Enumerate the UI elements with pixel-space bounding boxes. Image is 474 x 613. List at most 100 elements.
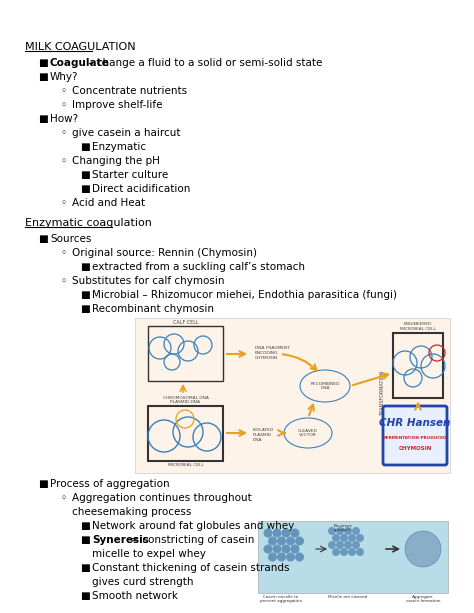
Circle shape (273, 528, 282, 538)
Circle shape (344, 527, 352, 535)
Text: Aggregate
casein formation: Aggregate casein formation (406, 595, 440, 603)
Circle shape (264, 528, 273, 538)
Text: Process of aggregation: Process of aggregation (50, 479, 170, 489)
Text: Changing the pH: Changing the pH (72, 156, 160, 166)
Circle shape (286, 536, 295, 546)
Circle shape (277, 536, 286, 546)
Text: PLASMID DNA: PLASMID DNA (171, 400, 201, 404)
Circle shape (332, 534, 340, 542)
Text: Original source: Rennin (Chymosin): Original source: Rennin (Chymosin) (72, 248, 257, 258)
Text: Microbial – Rhizomucor miehei, Endothia parasitica (fungi): Microbial – Rhizomucor miehei, Endothia … (92, 290, 397, 300)
Text: ◦: ◦ (60, 156, 66, 166)
Text: extracted from a suckling calf’s stomach: extracted from a suckling calf’s stomach (92, 262, 305, 272)
Text: gives curd strength: gives curd strength (92, 577, 193, 587)
Text: ■: ■ (80, 563, 90, 573)
Text: ◦: ◦ (60, 100, 66, 110)
Bar (393, 333, 443, 398)
Text: Micelle are cleaved: Micelle are cleaved (328, 595, 368, 599)
Text: MICROBIAL CELL: MICROBIAL CELL (168, 463, 203, 467)
Circle shape (268, 552, 277, 562)
Circle shape (273, 544, 282, 554)
Circle shape (332, 548, 340, 556)
Circle shape (277, 552, 286, 562)
Text: ■: ■ (80, 142, 90, 152)
Text: Coagulate: Coagulate (50, 58, 110, 68)
Text: micelle to expel whey: micelle to expel whey (92, 549, 206, 559)
Text: ■: ■ (80, 535, 90, 545)
Text: How?: How? (50, 114, 78, 124)
Text: DNA FRAGMENT
ENCODING
CHYMOSIN: DNA FRAGMENT ENCODING CHYMOSIN (255, 346, 290, 360)
Circle shape (282, 528, 291, 538)
Ellipse shape (405, 531, 441, 567)
Text: CHYMOSIN: CHYMOSIN (398, 446, 432, 451)
Bar (258, 521, 448, 593)
Text: CLEAVED
VECTOR: CLEAVED VECTOR (298, 428, 318, 437)
Text: Constant thickening of casein strands: Constant thickening of casein strands (92, 563, 290, 573)
Circle shape (286, 552, 295, 562)
Bar (135, 318, 450, 473)
Text: give casein a haircut: give casein a haircut (72, 128, 181, 138)
Circle shape (352, 541, 360, 549)
Text: Starter culture: Starter culture (92, 170, 168, 180)
Text: ■: ■ (80, 521, 90, 531)
Circle shape (268, 536, 277, 546)
Text: ■: ■ (80, 170, 90, 180)
Text: Substitutes for calf chymosin: Substitutes for calf chymosin (72, 276, 225, 286)
Text: ■: ■ (80, 290, 90, 300)
Circle shape (291, 544, 300, 554)
Text: RECOMBINED
DNA: RECOMBINED DNA (310, 382, 340, 390)
Text: ■: ■ (80, 304, 90, 314)
Text: ◦: ◦ (60, 276, 66, 286)
Text: Sources: Sources (50, 234, 91, 244)
Text: ■: ■ (38, 479, 48, 489)
Text: ■: ■ (38, 234, 48, 244)
Text: = constricting of casein: = constricting of casein (127, 535, 255, 545)
Text: FERMENTATION-PRODUCED: FERMENTATION-PRODUCED (383, 436, 447, 440)
Text: Smooth network: Smooth network (92, 591, 178, 601)
Circle shape (336, 541, 344, 549)
Circle shape (348, 548, 356, 556)
Text: ■: ■ (80, 591, 90, 601)
Text: ◦: ◦ (60, 248, 66, 258)
Circle shape (336, 527, 344, 535)
Text: ■: ■ (38, 72, 48, 82)
Circle shape (291, 528, 300, 538)
Text: Improve shelf-life: Improve shelf-life (72, 100, 163, 110)
Bar (148, 326, 223, 381)
Circle shape (328, 541, 336, 549)
Circle shape (344, 541, 352, 549)
Text: ◦: ◦ (60, 86, 66, 96)
Text: ENGINEERED
MICROBIAL CELL: ENGINEERED MICROBIAL CELL (400, 322, 436, 331)
Text: Casein micelle to
prevent aggregation: Casein micelle to prevent aggregation (260, 595, 302, 603)
Circle shape (282, 544, 291, 554)
Text: Syneresis: Syneresis (92, 535, 149, 545)
Text: Recombinant chymosin: Recombinant chymosin (92, 304, 214, 314)
Text: MILK COAGULATION: MILK COAGULATION (25, 42, 136, 52)
Text: Enzymatic: Enzymatic (92, 142, 146, 152)
Text: ◦: ◦ (60, 198, 66, 208)
Text: ISOLATED
PLASMID
DNA: ISOLATED PLASMID DNA (253, 428, 274, 442)
Text: ◦: ◦ (60, 128, 66, 138)
Circle shape (295, 536, 304, 546)
Text: – change a fluid to a solid or semi-solid state: – change a fluid to a solid or semi-soli… (85, 58, 322, 68)
Text: Network around fat globules and whey: Network around fat globules and whey (92, 521, 294, 531)
Text: ■: ■ (38, 114, 48, 124)
Ellipse shape (284, 418, 332, 448)
Text: ◦: ◦ (60, 493, 66, 503)
Circle shape (264, 544, 273, 554)
Text: CALF CELL: CALF CELL (173, 320, 199, 325)
Text: Aggregation continues throughout: Aggregation continues throughout (72, 493, 252, 503)
FancyBboxPatch shape (383, 406, 447, 465)
Text: TRANSFORMATION: TRANSFORMATION (381, 370, 385, 416)
Text: cheesemaking process: cheesemaking process (72, 507, 191, 517)
Circle shape (356, 534, 364, 542)
Circle shape (340, 534, 348, 542)
Text: Concentrate nutrients: Concentrate nutrients (72, 86, 187, 96)
Text: ■: ■ (80, 184, 90, 194)
Circle shape (352, 527, 360, 535)
Text: CHR Hansen: CHR Hansen (379, 418, 451, 428)
Text: Why?: Why? (50, 72, 79, 82)
Circle shape (328, 527, 336, 535)
Text: Enzymatic coagulation: Enzymatic coagulation (25, 218, 152, 228)
Circle shape (295, 552, 304, 562)
